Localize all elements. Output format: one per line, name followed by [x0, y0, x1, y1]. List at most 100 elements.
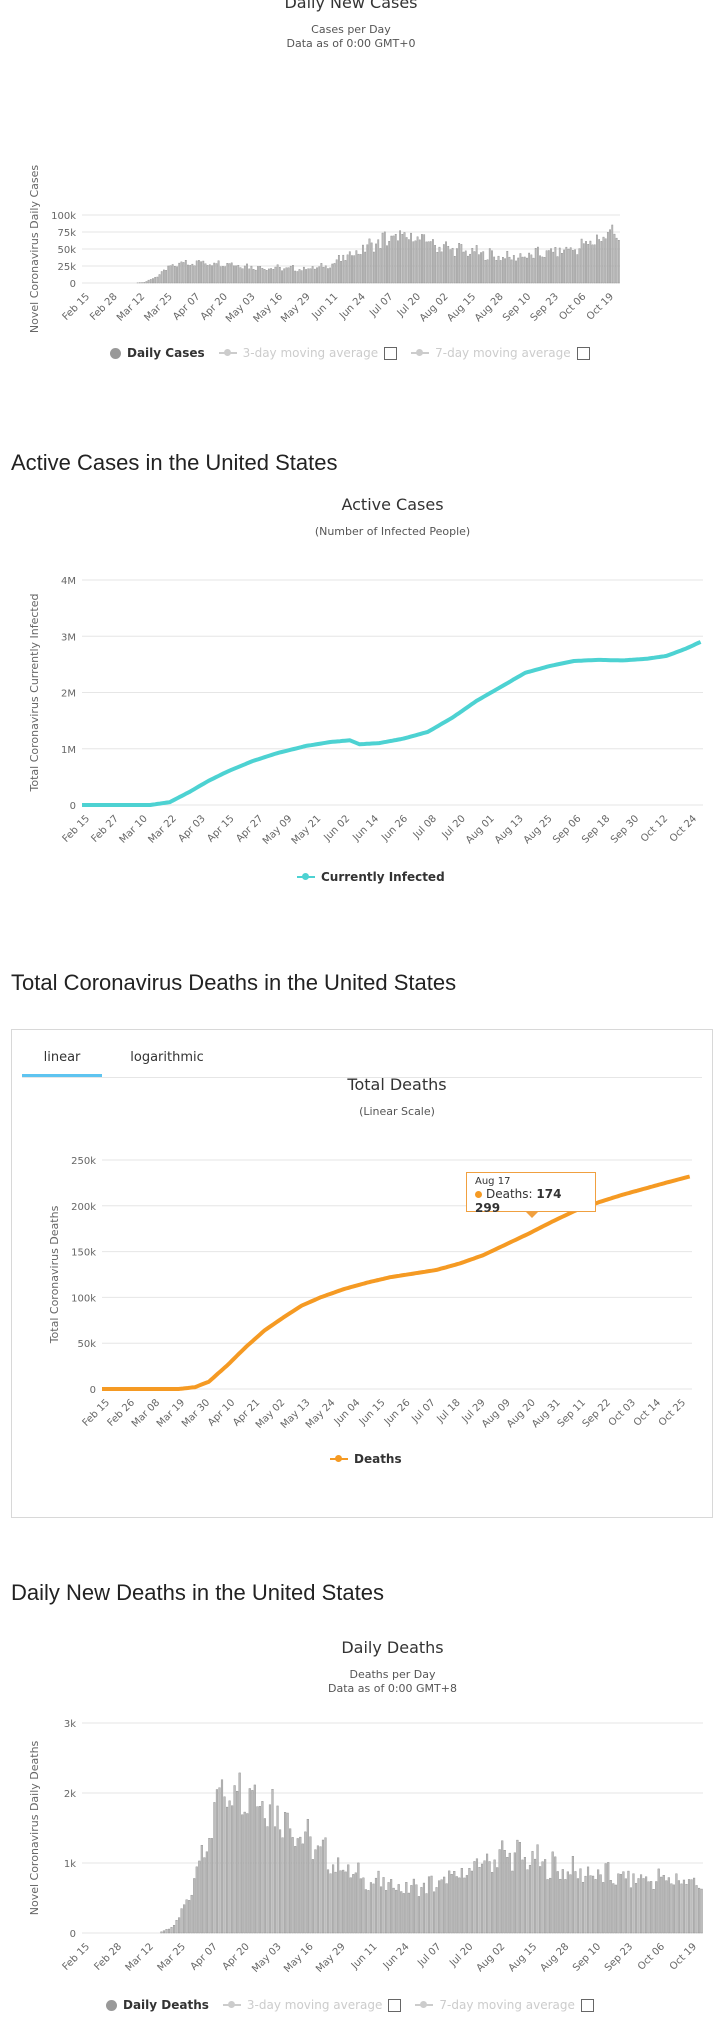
bar: [278, 266, 281, 284]
legend-daily-cases[interactable]: Daily Cases: [110, 346, 205, 360]
bar: [158, 274, 161, 284]
bar: [458, 243, 461, 284]
bar: [331, 263, 334, 284]
bar: [222, 266, 224, 284]
x-tick-label: Sep 30: [609, 813, 641, 845]
x-tick-label: Aug 13: [493, 813, 526, 846]
bar: [302, 266, 305, 284]
bar: [594, 1879, 597, 1934]
bar: [589, 240, 592, 284]
bar: [550, 248, 552, 284]
bar: [617, 1873, 620, 1934]
bar: [657, 1868, 660, 1934]
bar: [220, 1779, 224, 1934]
bar: [263, 1818, 266, 1934]
x-tick-label: Apr 07: [189, 1941, 220, 1972]
chart-subtitle-2: Data as of 0:00 GMT+0: [287, 37, 416, 50]
bar: [615, 237, 618, 284]
bar: [259, 266, 262, 284]
7day-average-checkbox[interactable]: [576, 346, 590, 360]
bar: [693, 1877, 696, 1934]
bar: [241, 268, 244, 284]
bar: [306, 1818, 309, 1934]
bar: [322, 266, 325, 284]
y-tick-label: 3M: [61, 632, 76, 643]
bar: [647, 1881, 650, 1934]
3day-average-checkbox[interactable]: [384, 346, 398, 360]
chart-subtitle: Cases per Day: [311, 23, 391, 36]
legend-deaths-marker: [330, 1455, 348, 1462]
bar: [399, 230, 402, 284]
bar: [152, 278, 154, 284]
bar: [539, 255, 541, 284]
legend-deaths[interactable]: Deaths: [330, 1452, 402, 1466]
legend-deaths-3day-average[interactable]: 3-day moving average: [222, 1998, 382, 2012]
bar: [599, 1874, 602, 1934]
bar: [353, 255, 356, 284]
bar: [677, 1880, 680, 1934]
legend-currently-infected[interactable]: Currently Infected: [297, 870, 445, 884]
bar: [470, 1870, 473, 1934]
tooltip-date: Aug 17: [475, 1176, 511, 1187]
bar: [526, 257, 528, 284]
bar: [642, 1878, 645, 1934]
bar: [561, 253, 563, 284]
bar: [276, 264, 279, 284]
bar: [660, 1876, 663, 1934]
legend-daily-deaths-label: Daily Deaths: [123, 1998, 209, 2012]
bar: [185, 1899, 188, 1934]
bar: [224, 266, 227, 284]
bar: [369, 1882, 373, 1934]
bar: [602, 236, 605, 284]
bar: [377, 1870, 380, 1934]
bar: [206, 265, 209, 284]
legend-daily-deaths[interactable]: Daily Deaths: [106, 1998, 209, 2012]
tab-logarithmic[interactable]: logarithmic: [130, 1050, 204, 1065]
bar: [182, 262, 185, 284]
bar: [366, 244, 369, 284]
legend-3day-average[interactable]: 3-day moving average: [218, 346, 378, 360]
bar: [347, 1864, 350, 1934]
bar: [344, 1871, 347, 1934]
tab-divider: [22, 1077, 702, 1078]
x-tick-label: Aug 28: [473, 291, 506, 324]
bar: [613, 233, 616, 284]
bar: [493, 1859, 496, 1934]
x-tick-label: Jun 24: [337, 291, 368, 322]
bar: [226, 263, 229, 284]
bar: [496, 1867, 499, 1934]
tab-linear[interactable]: linear: [22, 1048, 102, 1077]
bar: [465, 1875, 468, 1934]
series-line: [102, 1174, 691, 1391]
bar: [528, 1864, 532, 1934]
x-tick-label: Sep 18: [580, 813, 612, 845]
legend-7day-average[interactable]: 7-day moving average: [411, 346, 571, 360]
bar: [580, 238, 583, 284]
bar: [440, 1879, 443, 1934]
bar: [559, 1878, 562, 1934]
bar: [160, 1931, 163, 1934]
bar: [339, 1870, 342, 1934]
bar: [477, 254, 480, 284]
deaths-tooltip: Aug 17 Deaths: 174 299: [466, 1172, 596, 1218]
bar: [536, 246, 539, 284]
bar: [300, 270, 303, 284]
bar: [521, 1859, 524, 1934]
bar: [381, 232, 384, 284]
bar: [695, 1885, 698, 1934]
bar: [607, 1862, 610, 1934]
bar: [582, 243, 585, 284]
bar: [682, 1879, 686, 1934]
bar: [165, 270, 167, 284]
y-tick-label: 150k: [71, 1248, 96, 1259]
y-tick-label: 0: [70, 279, 76, 290]
bar: [191, 263, 194, 284]
deaths-7day-average-checkbox[interactable]: [580, 1998, 594, 2012]
deaths-3day-average-checkbox[interactable]: [388, 1998, 402, 2012]
x-tick-label: May 03: [224, 291, 258, 325]
legend-deaths-7day-average[interactable]: 7-day moving average: [415, 1998, 575, 2012]
bar: [200, 261, 202, 284]
bar: [256, 1806, 259, 1934]
bar: [687, 1879, 691, 1934]
bar: [390, 1879, 393, 1934]
